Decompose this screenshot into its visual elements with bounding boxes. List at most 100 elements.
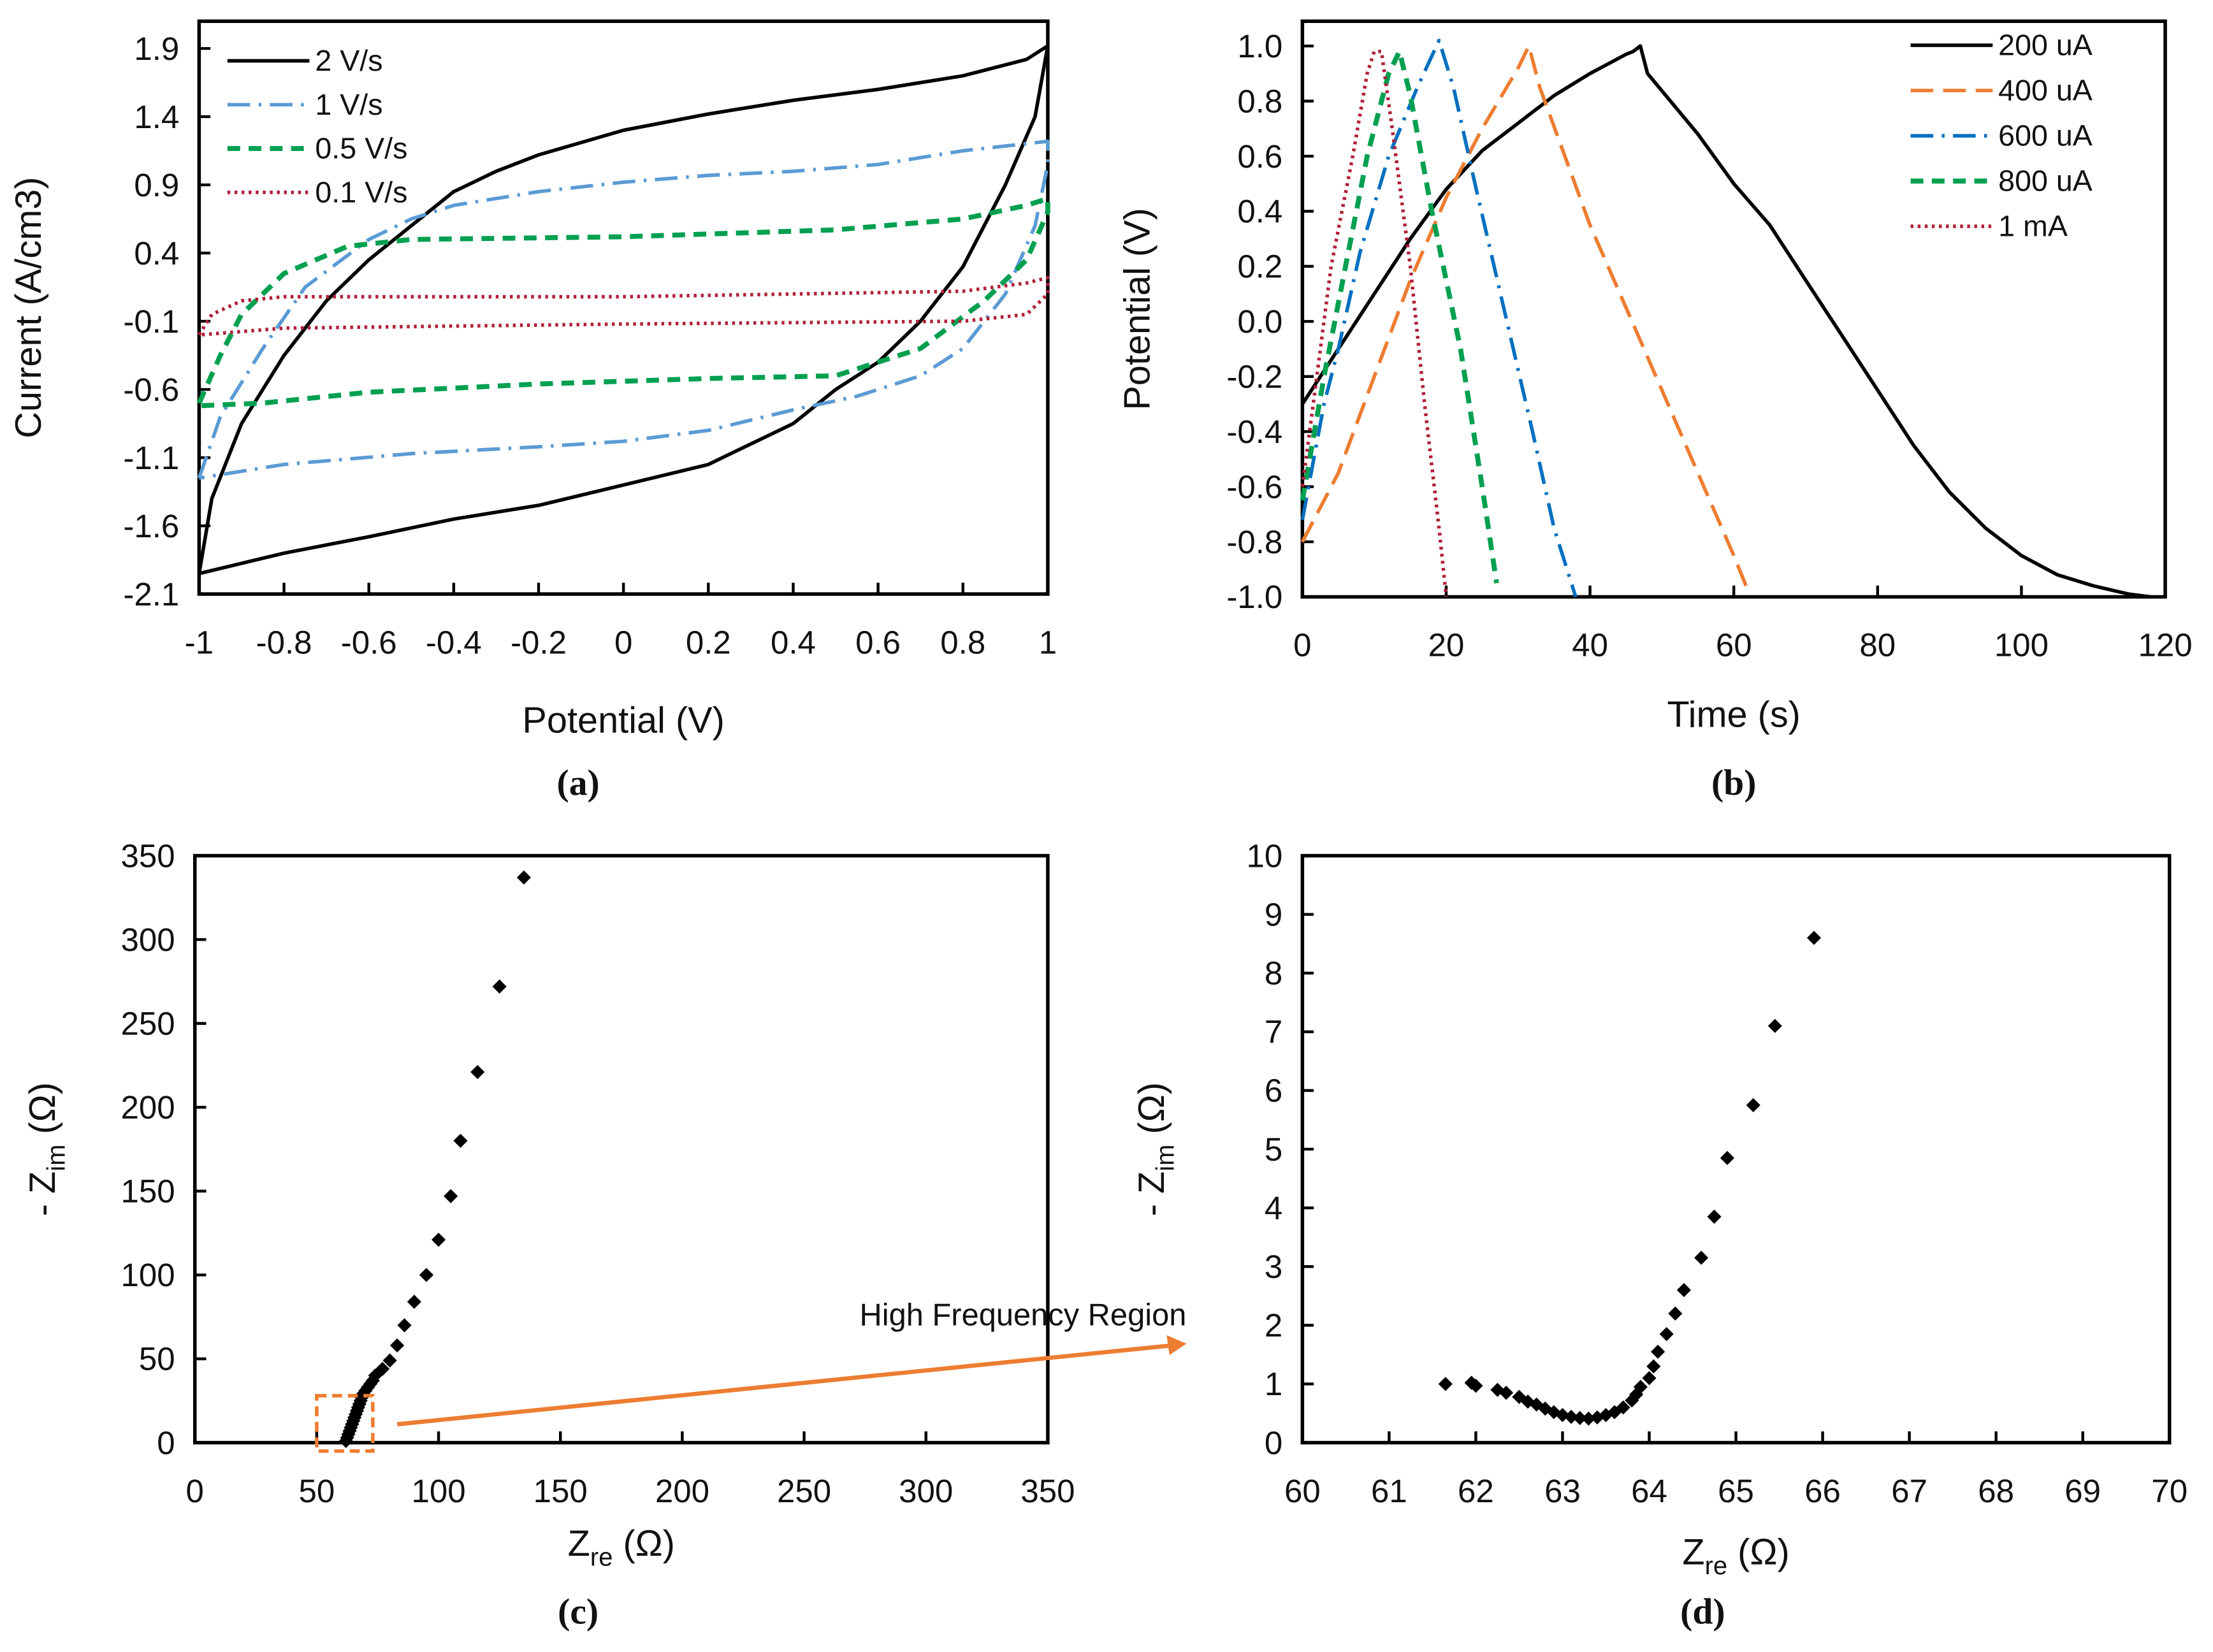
data-point [1581, 1411, 1596, 1426]
y-tick-label: 0.4 [1237, 193, 1282, 229]
legend-label: 600 uA [1998, 119, 2093, 152]
legend-label: 0.1 V/s [315, 175, 407, 208]
y-tick-label: 1.9 [134, 31, 179, 67]
x-tick-label: -0.6 [341, 624, 397, 660]
data-point [1659, 1327, 1674, 1342]
annotation-label: High Frequency Region [860, 1298, 1187, 1332]
legend-label: 400 uA [1998, 74, 2093, 107]
x-tick-label: 0.2 [686, 624, 731, 660]
legend-label: 1 V/s [315, 88, 382, 121]
y-tick-label: 1.0 [1237, 28, 1282, 64]
data-point [453, 1133, 468, 1148]
x-tick-label: 250 [777, 1473, 831, 1509]
x-tick-label: 0.4 [771, 624, 816, 660]
x-tick-label: 150 [533, 1473, 588, 1509]
data-point [1616, 1400, 1630, 1415]
x-tick-label: 61 [1371, 1473, 1407, 1509]
data-point [1668, 1306, 1683, 1321]
y-axis-label: - Zim (Ω) [22, 1082, 71, 1216]
data-point [444, 1189, 458, 1203]
y-tick-label: -1.1 [123, 440, 179, 476]
x-tick-label: 100 [411, 1473, 465, 1509]
y-tick-label: 10 [1247, 837, 1283, 874]
series-line-600-ua [1300, 38, 1578, 598]
panel-caption: (a) [557, 763, 600, 803]
x-tick-label: 68 [1978, 1473, 2014, 1509]
y-tick-label: 8 [1265, 955, 1282, 992]
x-tick-label: 66 [1804, 1473, 1841, 1509]
data-point [407, 1294, 421, 1309]
y-tick-label: 3 [1265, 1249, 1282, 1285]
series-line-2-v-s [197, 44, 1050, 576]
y-label-sub: im [1151, 1145, 1179, 1171]
x-label-unit: (Ω) [1727, 1532, 1790, 1572]
series-line-400-ua [1300, 44, 1750, 592]
y-label-main: - Z [1131, 1171, 1172, 1216]
y-tick-label: 0.9 [134, 167, 179, 203]
x-tick-label: 62 [1458, 1473, 1494, 1509]
y-tick-label: -2.1 [123, 576, 179, 612]
series-line-1-ma [1300, 50, 1448, 597]
data-point [1746, 1098, 1760, 1113]
y-tick-label: -1.6 [123, 508, 179, 544]
y-axis-label: Current (A/cm3) [8, 177, 49, 438]
data-point [1694, 1250, 1709, 1265]
y-tick-label: 0.2 [1237, 249, 1282, 285]
x-tick-label: 80 [1859, 627, 1896, 663]
y-tick-label: 1.4 [134, 99, 179, 135]
y-tick-label: 4 [1265, 1190, 1282, 1226]
y-tick-label: 0 [1265, 1424, 1282, 1461]
x-label-sub: re [590, 1544, 613, 1572]
x-label-main: Z [1682, 1532, 1704, 1572]
highlight-box [315, 1394, 375, 1453]
y-tick-label: 50 [139, 1341, 175, 1377]
panel-a: -1 -0.8 -0.6 -0.4 -0.2 0 0.2 0.4 0.6 0.8 1 -2.1 -1.6… [8, 19, 1057, 803]
y-tick-label: 2 [1265, 1307, 1282, 1344]
x-tick-label: 0.8 [940, 624, 985, 660]
y-label-unit: (Ω) [22, 1082, 63, 1145]
x-axis-label: Potential (V) [522, 700, 724, 741]
series-line-1-v-s [197, 139, 1050, 480]
data-point [419, 1268, 434, 1282]
legend-label: 2 V/s [315, 44, 382, 77]
series-line-800-ua [1300, 48, 1499, 584]
x-tick-label: 50 [299, 1473, 335, 1509]
x-tick-label: 0 [614, 624, 632, 660]
x-tick-label: 70 [2151, 1473, 2188, 1509]
data-point [382, 1353, 397, 1368]
panel-caption: (d) [1680, 1592, 1725, 1632]
y-tick-label: 250 [121, 1005, 175, 1041]
x-tick-label: 1 [1039, 624, 1057, 660]
y-tick-label: -0.2 [1226, 359, 1282, 395]
data-point [1438, 1377, 1453, 1391]
data-point [1646, 1359, 1661, 1373]
x-tick-label: 69 [2064, 1473, 2101, 1509]
x-tick-label: 0.6 [855, 624, 901, 660]
y-tick-label: 9 [1265, 896, 1282, 932]
panel-caption: (c) [558, 1592, 599, 1632]
y-tick-label: 0.8 [1237, 83, 1282, 119]
x-label-unit: (Ω) [613, 1523, 675, 1564]
x-tick-label: 350 [1020, 1473, 1075, 1509]
y-tick-label: -0.6 [1226, 468, 1282, 505]
data-point [397, 1318, 412, 1333]
arrow-head-icon [1166, 1335, 1187, 1355]
x-tick-label: 63 [1544, 1473, 1581, 1509]
annotation-arrow [396, 1343, 1175, 1427]
x-tick-label: 60 [1716, 627, 1752, 663]
x-tick-label: 0 [1293, 627, 1311, 663]
x-label-main: Z [568, 1523, 590, 1564]
data-point [1469, 1379, 1483, 1393]
x-label-sub: re [1705, 1552, 1728, 1580]
y-tick-label: 0 [157, 1424, 175, 1461]
x-tick-label: -0.8 [256, 624, 312, 660]
y-label-main: - Z [22, 1171, 63, 1216]
panel-c: 0 50 100 150 200 250 300 350 0 50 100 150 200 250 300 3… [22, 837, 1187, 1632]
x-axis-label: Zre (Ω) [568, 1523, 675, 1572]
data-point [389, 1338, 405, 1353]
plot-frame [192, 853, 1050, 1445]
legend-label: 0.5 V/s [315, 132, 407, 165]
y-label-unit: (Ω) [1131, 1082, 1172, 1145]
y-tick-label: 100 [121, 1257, 175, 1293]
